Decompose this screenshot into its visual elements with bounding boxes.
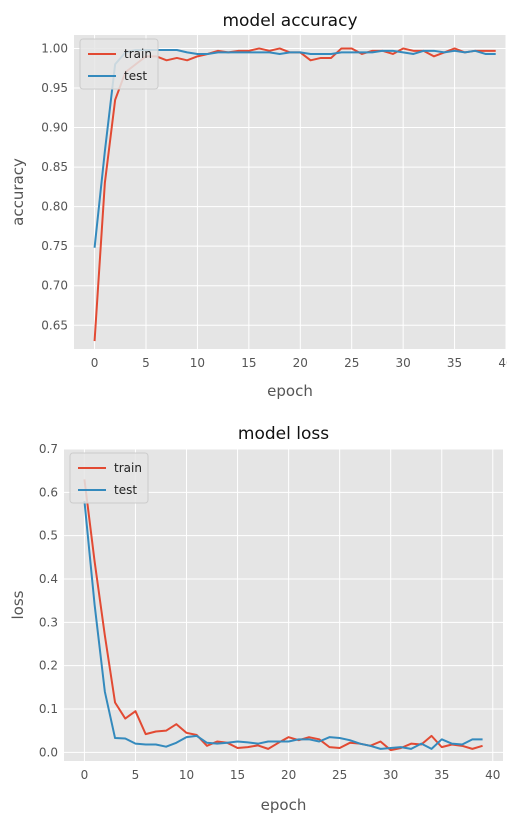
y-tick-label: 0.3 bbox=[39, 615, 58, 629]
y-tick-label: 0.75 bbox=[41, 239, 68, 253]
y-tick-label: 0.7 bbox=[39, 442, 58, 456]
y-tick-label: 0.2 bbox=[39, 659, 58, 673]
series-line-train bbox=[83, 479, 483, 752]
x-tick-label: 5 bbox=[132, 768, 140, 782]
legend-label-train: train bbox=[114, 461, 142, 475]
series-line-test bbox=[83, 500, 483, 750]
x-tick-label: 30 bbox=[396, 356, 411, 370]
x-tick-label: 35 bbox=[434, 768, 449, 782]
y-tick-label: 1.00 bbox=[41, 41, 68, 55]
chart-title: model accuracy bbox=[222, 11, 357, 31]
x-tick-label: 25 bbox=[332, 768, 347, 782]
legend: train test bbox=[79, 38, 159, 90]
x-tick-label: 0 bbox=[81, 768, 89, 782]
legend: train test bbox=[69, 452, 149, 504]
chart-title: model loss bbox=[238, 424, 329, 444]
y-tick-label: 0.90 bbox=[41, 121, 68, 135]
y-tick-label: 0.65 bbox=[41, 318, 68, 332]
x-tick-label: 25 bbox=[344, 356, 359, 370]
chart-2: 0 5 10 15 20 25 30 35 40 0.0 0.1 0.2 0.3 0.4 0.5 0.6 0.7… bbox=[9, 424, 503, 814]
y-tick-label: 0.6 bbox=[39, 485, 58, 499]
y-axis-label: accuracy bbox=[9, 158, 27, 226]
x-axis-label: epoch bbox=[261, 796, 307, 814]
y-tick-label: 0.4 bbox=[39, 572, 58, 586]
x-tick-label: 15 bbox=[230, 768, 245, 782]
y-axis-label: loss bbox=[9, 590, 27, 619]
x-tick-label: 10 bbox=[190, 356, 205, 370]
x-tick-label: 20 bbox=[293, 356, 308, 370]
chart-1: 0 5 10 15 20 25 30 35 40 0.65 0.70 0.75 0.80 0.85 0.90… bbox=[9, 11, 507, 400]
legend-label-test: test bbox=[114, 483, 137, 497]
y-tick-label: 0.95 bbox=[41, 81, 68, 95]
x-tick-label: 40 bbox=[498, 356, 507, 370]
series-line-test bbox=[93, 49, 496, 248]
y-tick-label: 0.70 bbox=[41, 279, 68, 293]
x-tick-label: 20 bbox=[281, 768, 296, 782]
legend-label-test: test bbox=[124, 69, 147, 83]
x-tick-label: 30 bbox=[383, 768, 398, 782]
x-tick-label: 0 bbox=[91, 356, 99, 370]
y-tick-label: 0.1 bbox=[39, 702, 58, 716]
x-tick-label: 40 bbox=[485, 768, 500, 782]
x-tick-label: 5 bbox=[142, 356, 150, 370]
y-tick-label: 0.85 bbox=[41, 160, 68, 174]
y-tick-label: 0.5 bbox=[39, 529, 58, 543]
y-tick-label: 0.80 bbox=[41, 200, 68, 214]
legend-label-train: train bbox=[124, 47, 152, 61]
y-tick-label: 0.0 bbox=[39, 745, 58, 759]
x-tick-label: 15 bbox=[241, 356, 256, 370]
x-axis-label: epoch bbox=[267, 382, 313, 400]
x-tick-label: 10 bbox=[179, 768, 194, 782]
x-tick-label: 35 bbox=[447, 356, 462, 370]
